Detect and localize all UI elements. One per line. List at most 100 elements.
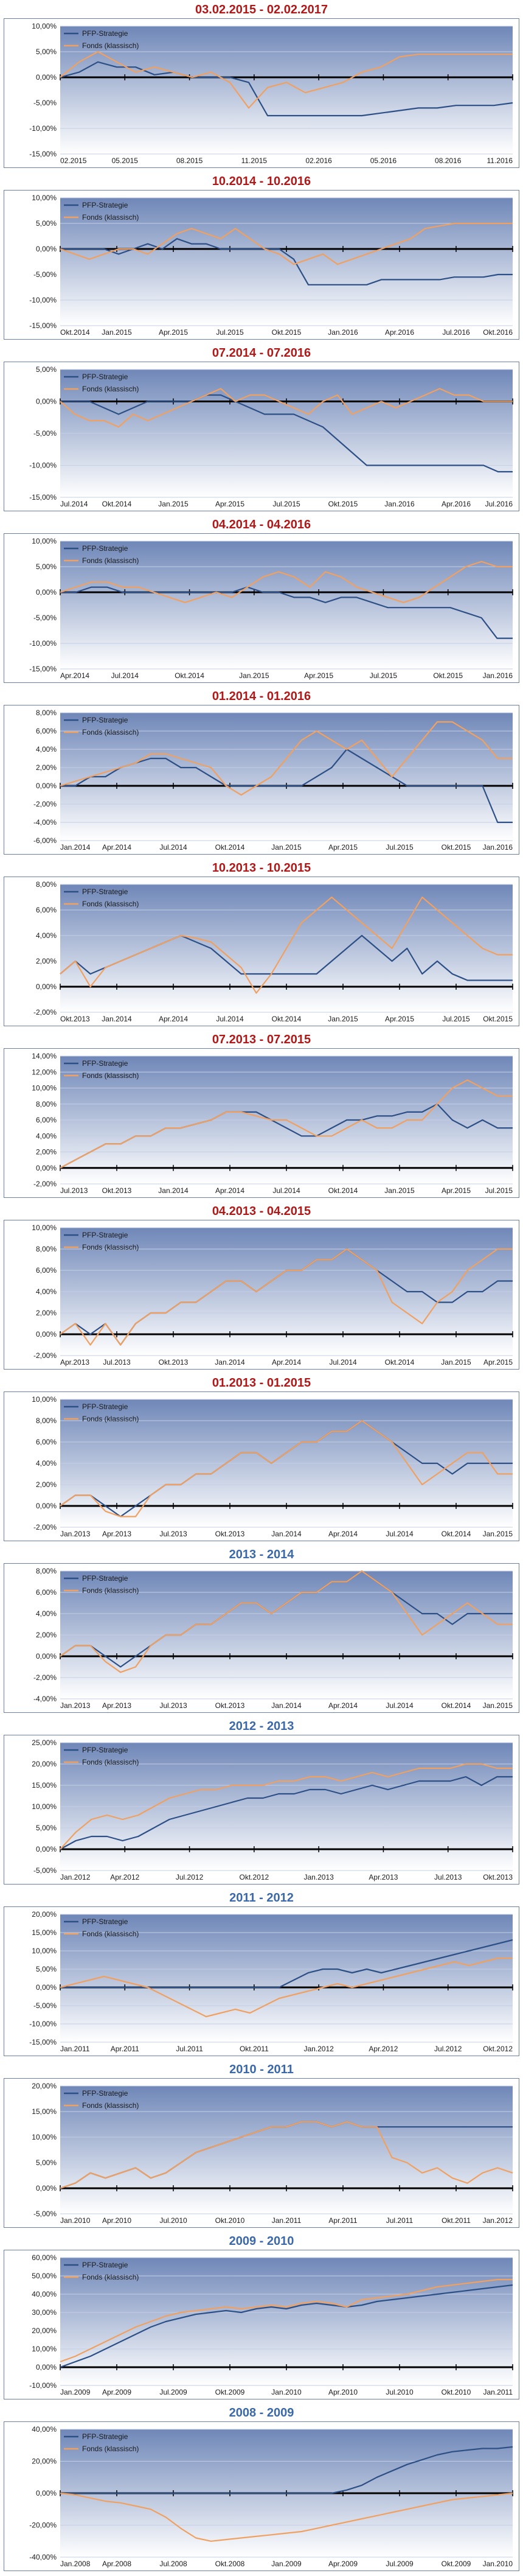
x-tick-label: Jul.2011 — [386, 2216, 414, 2225]
series-line-fund — [60, 51, 513, 109]
x-tick-label: Jul.2014 — [272, 1186, 300, 1195]
y-tick-label: -15,00% — [29, 2038, 57, 2046]
series-line-fund — [60, 1248, 513, 1346]
x-tick-label: Apr.2015 — [304, 671, 333, 680]
line-chart: 10,00%5,00%0,00%-5,00%-10,00%-15,00%Okt.… — [29, 194, 513, 337]
x-tick-label: Jan.2014 — [271, 1701, 302, 1710]
x-tick-label: Jan.2016 — [384, 500, 415, 508]
y-tick-label: 5,00% — [36, 1824, 57, 1832]
y-tick-label: 2,00% — [36, 1148, 57, 1157]
x-tick-label: Jan.2012 — [483, 2216, 513, 2225]
y-tick-label: 5,00% — [36, 47, 57, 56]
y-tick-label: 0,00% — [36, 2184, 57, 2193]
chart-panel: 2012 - 2013 25,00% 20,00% 15,00% 10,00% 5,00%… — [0, 1717, 523, 1888]
y-tick-label: 40,00% — [32, 2425, 57, 2434]
legend-label: PFP-Strategie — [82, 1746, 128, 1754]
x-tick-label: Jul.2009 — [159, 2388, 187, 2396]
y-tick-label: -2,00% — [33, 1523, 57, 1531]
y-tick-label: 20,00% — [32, 2082, 57, 2090]
x-tick-label: Okt.2014 — [385, 1358, 415, 1367]
x-tick-label: Apr.2008 — [102, 2560, 131, 2568]
line-chart: 14,00% 12,00% 10,00% 8,00% 6,00% 4,00% 2,00% 0,… — [32, 1052, 513, 1195]
line-chart: 40,00% 20,00% 0,00% -20,00% -40,00%Jan.2008 A… — [29, 2425, 513, 2568]
chart-title: 2009 - 2010 — [229, 2235, 294, 2248]
y-tick-label: 60,00% — [32, 2253, 57, 2262]
chart-title: 2011 - 2012 — [229, 1891, 294, 1905]
y-tick-label: 8,00% — [36, 1416, 57, 1425]
legend-label: PFP-Strategie — [82, 373, 128, 381]
chart-panel: 2008 - 2009 40,00% 20,00% 0,00% -20,00% -40,0… — [0, 2403, 523, 2575]
y-tick-label: 10,00% — [32, 537, 57, 545]
plot-area — [60, 541, 513, 669]
chart-frame: 10,00% 5,00% 0,00% -5,00% -10,00% -15,00% 02.2… — [4, 18, 519, 168]
x-tick-label: Jul.2012 — [434, 2045, 462, 2053]
x-tick-label: 08.2015 — [176, 156, 203, 165]
y-tick-label: 40,00% — [32, 2290, 57, 2298]
line-chart: 20,00% 15,00% 10,00% 5,00% 0,00% -5,00% -10,00… — [29, 1910, 513, 2053]
x-tick-label: Jul.2015 — [272, 500, 300, 508]
chart-title: 2008 - 2009 — [229, 2406, 294, 2420]
chart-frame: 8,00% 6,00% 4,00% 2,00% 0,00% -2,00% -4,00% -6,… — [4, 705, 519, 855]
x-tick-label: Jul.2009 — [386, 2560, 414, 2568]
plot-area — [60, 713, 513, 841]
x-tick-label: Apr.2014 — [272, 1358, 301, 1367]
y-tick-label: 0,00% — [36, 1983, 57, 1992]
legend-label: Fonds (klassisch) — [82, 2445, 139, 2453]
x-tick-label: Apr.2012 — [110, 1873, 139, 1881]
x-tick-label: Okt.2009 — [215, 2388, 245, 2396]
y-tick-label: -10,00% — [29, 2020, 57, 2028]
y-tick-label: -5,00% — [33, 1866, 57, 1875]
x-tick-label: Okt.2015 — [433, 671, 463, 680]
y-tick-label: 30,00% — [32, 2308, 57, 2317]
x-tick-label: Jul.2014 — [159, 843, 187, 852]
x-tick-label: Jul.2010 — [159, 2216, 187, 2225]
x-tick-label: Okt.2014 — [442, 1530, 471, 1538]
y-tick-label: 6,00% — [36, 727, 57, 735]
x-tick-label: Apr.2014 — [328, 1530, 358, 1538]
x-tick-label: Jan.2012 — [60, 1873, 91, 1881]
chart-title: 01.2014 - 01.2016 — [212, 690, 311, 703]
x-tick-label: Jul.2015 — [485, 1186, 513, 1195]
legend-label: Fonds (klassisch) — [82, 1586, 139, 1595]
x-tick-label: Apr.2015 — [385, 1015, 414, 1023]
x-tick-label: Apr.2015 — [483, 1358, 513, 1367]
chart-panel: 07.2013 - 07.2015 14,00% 12,00% 10,00% 8,00%… — [0, 1030, 523, 1202]
x-tick-label: Jan.2009 — [271, 2560, 302, 2568]
x-tick-label: Apr.2011 — [328, 2216, 357, 2225]
x-tick-label: 05.2015 — [112, 156, 139, 165]
legend-label: PFP-Strategie — [82, 1059, 128, 1068]
y-tick-label: -2,00% — [33, 1180, 57, 1188]
x-tick-label: Apr.2011 — [111, 2045, 139, 2053]
x-tick-label: Okt.2014 — [272, 1015, 302, 1023]
x-tick-label: Okt.2014 — [175, 671, 204, 680]
x-tick-label: Apr.2014 — [60, 671, 89, 680]
x-tick-label: Okt.2014 — [102, 500, 132, 508]
x-tick-label: Jan.2014 — [60, 843, 91, 852]
x-tick-label: Apr.2015 — [159, 328, 188, 337]
y-tick-label: 0,00% — [36, 1164, 57, 1172]
y-tick-label: -15,00% — [29, 321, 57, 330]
y-tick-label: -2,00% — [33, 1673, 57, 1682]
x-tick-label: Jul.2014 — [111, 671, 139, 680]
x-tick-label: Jul.2015 — [386, 843, 414, 852]
x-tick-label: Jan.2011 — [272, 2216, 302, 2225]
x-tick-label: Okt.2011 — [442, 2216, 471, 2225]
x-tick-label: Okt.2013 — [483, 1873, 513, 1881]
y-tick-label: 8,00% — [36, 1245, 57, 1253]
chart-panel: 01.2013 - 01.2015 10,00% 8,00% 6,00% 4,00% 2,… — [0, 1373, 523, 1545]
x-tick-label: Apr.2014 — [159, 1015, 188, 1023]
line-chart: 10,00%8,00%6,00%4,00%2,00%0,00%-2,00%Apr… — [32, 1223, 513, 1367]
y-tick-label: 8,00% — [36, 1100, 57, 1108]
x-tick-label: Jan.2016 — [483, 671, 513, 680]
plot-area — [60, 2086, 513, 2214]
x-tick-label: Okt.2010 — [442, 2388, 471, 2396]
chart-title: 2012 - 2013 — [229, 1720, 294, 1733]
x-tick-label: Jan.2015 — [158, 500, 189, 508]
y-tick-label: -15,00% — [29, 665, 57, 673]
chart-frame: 20,00% 15,00% 10,00% 5,00% 0,00% -5,00% -10,00… — [4, 1906, 519, 2056]
plot-area — [60, 198, 513, 326]
series-line-fund — [60, 1570, 513, 1673]
chart-panel: 10.2014 - 10.2016 10,00% 5,00% 0,00% -5,00% -… — [0, 172, 523, 343]
x-tick-label: Apr.2014 — [215, 1186, 244, 1195]
x-tick-label: Jan.2015 — [239, 671, 269, 680]
